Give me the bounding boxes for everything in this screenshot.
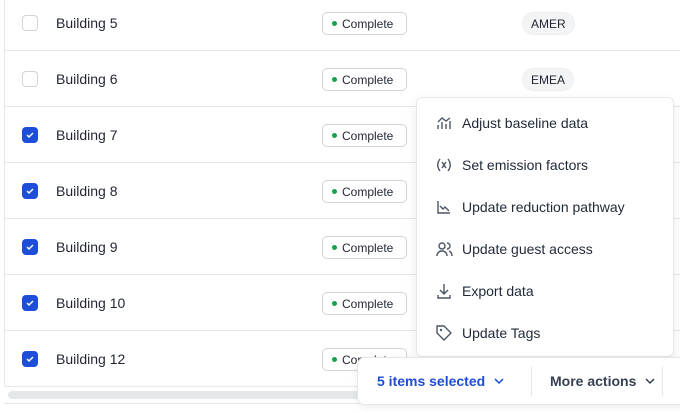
menu-item-label: Update Tags [462,325,541,341]
region-tag: AMER [522,12,575,35]
row-checkbox[interactable] [22,71,38,87]
building-name: Building 12 [56,351,126,367]
status-label: Complete [342,72,394,87]
row-checkbox[interactable] [22,183,38,199]
building-name: Building 9 [56,239,118,255]
table-row[interactable]: Building 9 Complete [5,219,680,275]
check-icon [26,188,34,195]
building-name: Building 5 [56,15,118,31]
table-row[interactable]: Building 8 Complete [5,163,680,219]
menu-item[interactable]: Update guest access [417,228,673,270]
menu-item-label: Update guest access [462,241,593,257]
more-actions-button[interactable]: More actions [532,358,662,404]
variable-x-icon [437,158,451,172]
divider [662,366,663,396]
status-dot [332,77,337,82]
row-checkbox[interactable] [22,127,38,143]
table-row[interactable]: Building 10 Complete [5,275,680,331]
check-icon [26,300,34,307]
status-badge: Complete [322,180,407,203]
line-chart-down-icon [437,201,450,214]
chevron-down-icon [645,378,655,385]
status-label: Complete [342,128,394,143]
status-label: Complete [342,240,394,255]
menu-item-label: Export data [462,283,534,299]
region-tag: EMEA [522,68,575,91]
bulk-action-bar: 5 items selected More actions [357,357,680,405]
status-badge: Complete [322,292,407,315]
status-badge: Complete [322,124,407,147]
check-icon [26,356,34,363]
horizontal-scrollbar[interactable] [8,391,368,399]
menu-item[interactable]: Adjust baseline data [417,102,673,144]
check-icon [26,244,34,251]
status-label: Complete [342,16,394,31]
status-dot [332,21,337,26]
table-row[interactable]: Building 6 Complete EMEA [5,51,680,107]
status-dot [332,301,337,306]
table-row[interactable]: Building 5 Complete AMER [5,0,680,51]
status-dot [332,245,337,250]
building-name: Building 7 [56,127,118,143]
menu-item-label: Update reduction pathway [462,199,625,215]
status-label: Complete [342,296,394,311]
menu-item[interactable]: Update reduction pathway [417,186,673,228]
building-name: Building 8 [56,183,118,199]
menu-item[interactable]: Update Tags [417,312,673,354]
check-icon [26,132,34,139]
status-dot [332,189,337,194]
divider [531,366,532,396]
status-badge: Complete [322,68,407,91]
row-checkbox[interactable] [22,15,38,31]
download-icon [437,284,451,299]
row-checkbox[interactable] [22,295,38,311]
row-checkbox[interactable] [22,239,38,255]
divider [4,403,680,404]
table-row[interactable]: Building 7 Complete [5,107,680,163]
building-name: Building 10 [56,295,126,311]
building-name: Building 6 [56,71,118,87]
menu-item[interactable]: Set emission factors [417,144,673,186]
status-badge: Complete [322,236,407,259]
chevron-down-icon [494,378,504,385]
selection-dropdown-button[interactable]: 5 items selected [358,358,531,404]
row-checkbox[interactable] [22,351,38,367]
more-actions-menu: Adjust baseline data Set emission factors… [416,97,674,357]
status-label: Complete [342,184,394,199]
buildings-table: Building 5 Complete AMER Building 6 Comp… [4,0,680,387]
menu-item-label: Set emission factors [462,157,589,173]
menu-item-label: Adjust baseline data [462,115,589,131]
status-dot [332,133,337,138]
users-icon [436,242,453,257]
selection-count: 5 items selected [377,373,486,389]
more-actions-label: More actions [550,373,637,389]
tag-icon [436,325,452,341]
menu-item[interactable]: Export data [417,270,673,312]
baseline-chart-icon [437,117,451,129]
status-dot [332,357,337,362]
status-badge: Complete [322,12,407,35]
